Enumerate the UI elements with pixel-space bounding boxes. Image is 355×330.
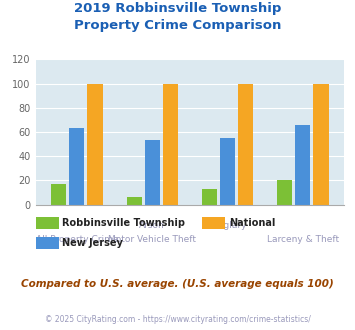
Bar (127, 197, 142, 205)
Text: © 2025 CityRating.com - https://www.cityrating.com/crime-statistics/: © 2025 CityRating.com - https://www.city… (45, 315, 310, 324)
Bar (202, 189, 217, 205)
Text: 2019 Robbinsville Township
Property Crime Comparison: 2019 Robbinsville Township Property Crim… (74, 2, 281, 32)
Bar (295, 125, 311, 205)
Bar (238, 83, 253, 205)
Text: Larceny & Theft: Larceny & Theft (267, 235, 339, 244)
Text: New Jersey: New Jersey (62, 238, 123, 248)
Bar (87, 83, 103, 205)
Text: Motor Vehicle Theft: Motor Vehicle Theft (108, 235, 196, 244)
FancyBboxPatch shape (202, 217, 225, 229)
Text: Robbinsville Township: Robbinsville Township (62, 218, 185, 228)
Text: National: National (229, 218, 275, 228)
Bar (313, 83, 328, 205)
Text: Burglary: Burglary (208, 221, 247, 230)
Bar (69, 128, 84, 205)
Bar (163, 83, 178, 205)
Text: Arson: Arson (140, 221, 165, 230)
FancyBboxPatch shape (36, 217, 59, 229)
FancyBboxPatch shape (36, 237, 59, 249)
Text: Compared to U.S. average. (U.S. average equals 100): Compared to U.S. average. (U.S. average … (21, 279, 334, 289)
Bar (51, 184, 66, 205)
Text: All Property Crime: All Property Crime (36, 235, 118, 244)
Bar (277, 181, 293, 205)
Bar (220, 138, 235, 205)
Bar (145, 141, 160, 205)
